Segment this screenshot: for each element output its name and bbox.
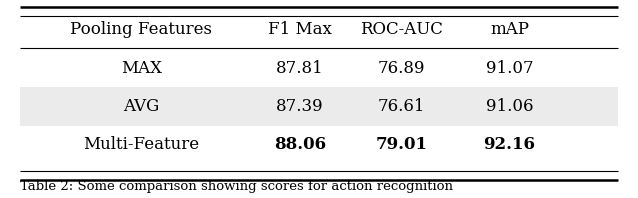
Text: 87.39: 87.39 [276,98,323,115]
Text: 91.07: 91.07 [486,60,533,77]
Text: Table 2: Some comparison showing scores for action recognition: Table 2: Some comparison showing scores … [20,180,454,193]
Text: 87.81: 87.81 [276,60,324,77]
Text: Multi-Feature: Multi-Feature [83,136,199,153]
Text: 76.61: 76.61 [378,98,426,115]
Text: F1 Max: F1 Max [268,21,332,38]
Text: mAP: mAP [490,21,529,38]
Text: 88.06: 88.06 [274,136,326,153]
Text: Pooling Features: Pooling Features [70,21,212,38]
Text: 92.16: 92.16 [484,136,535,153]
Text: 79.01: 79.01 [376,136,427,153]
Text: 76.89: 76.89 [378,60,426,77]
Text: AVG: AVG [123,98,160,115]
Text: 91.06: 91.06 [486,98,533,115]
Text: ROC-AUC: ROC-AUC [360,21,443,38]
Text: MAX: MAX [121,60,161,77]
